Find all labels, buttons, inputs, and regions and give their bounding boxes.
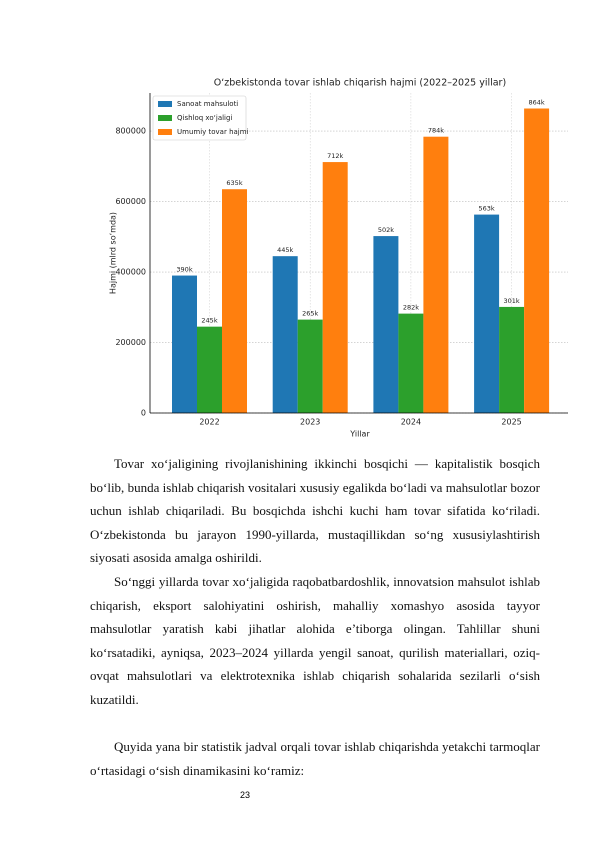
value-label: 265k (302, 310, 318, 318)
value-label: 864k (529, 99, 545, 107)
value-label: 390k (176, 266, 192, 274)
x-tick-label: 2025 (501, 418, 521, 427)
value-label: 301k (504, 297, 520, 305)
bar (524, 108, 550, 414)
chart-title: O‘zbekistonda tovar ishlab chiqarish haj… (214, 78, 506, 89)
page-number: 23 (240, 790, 251, 800)
bar (423, 136, 449, 413)
bar (272, 256, 298, 413)
y-axis-label: Hajmi (mlrd so‘mda) (109, 212, 118, 294)
legend-swatch (158, 129, 172, 135)
legend-label: Umumiy tovar hajmi (177, 128, 249, 136)
y-tick-label: 200000 (115, 338, 146, 347)
legend-label: Sanoat mahsuloti (177, 100, 238, 108)
y-tick-label: 800000 (115, 127, 146, 136)
y-tick-label: 600000 (115, 197, 146, 206)
bar (373, 236, 399, 413)
value-label: 635k (226, 179, 242, 187)
bar (322, 162, 348, 413)
paragraph: So‘nggi yillarda tovar xo‘jaligida raqob… (90, 574, 540, 707)
bar (172, 275, 197, 413)
value-label: 784k (428, 127, 444, 135)
legend-label: Qishloq xo‘jaligi (177, 114, 232, 122)
x-tick-label: 2022 (199, 418, 219, 427)
y-tick-label: 400000 (115, 268, 146, 277)
y-tick-label: 0 (141, 409, 146, 418)
value-label: 282k (403, 304, 419, 312)
value-label: 245k (201, 317, 217, 325)
paragraph: Quyida yana bir statistik jadval orqali … (90, 739, 540, 778)
chart: O‘zbekistonda tovar ishlab chiqarish haj… (109, 78, 568, 439)
bar (197, 326, 222, 413)
value-label: 712k (327, 152, 343, 160)
x-tick-label: 2023 (300, 418, 320, 427)
paragraph: Tovar xo‘jaligining rivojlanishining ikk… (90, 456, 540, 565)
value-label: 445k (277, 246, 293, 254)
legend-swatch (158, 101, 172, 107)
value-label: 563k (479, 205, 495, 213)
bar (222, 189, 247, 413)
x-tick-label: 2024 (401, 418, 421, 427)
bar (499, 306, 525, 413)
x-axis-label: Yillar (349, 430, 370, 439)
bar (297, 319, 323, 413)
legend-box (152, 95, 247, 141)
bar (398, 313, 424, 413)
bar (474, 214, 500, 413)
legend-swatch (158, 115, 172, 121)
value-label: 502k (378, 226, 394, 234)
